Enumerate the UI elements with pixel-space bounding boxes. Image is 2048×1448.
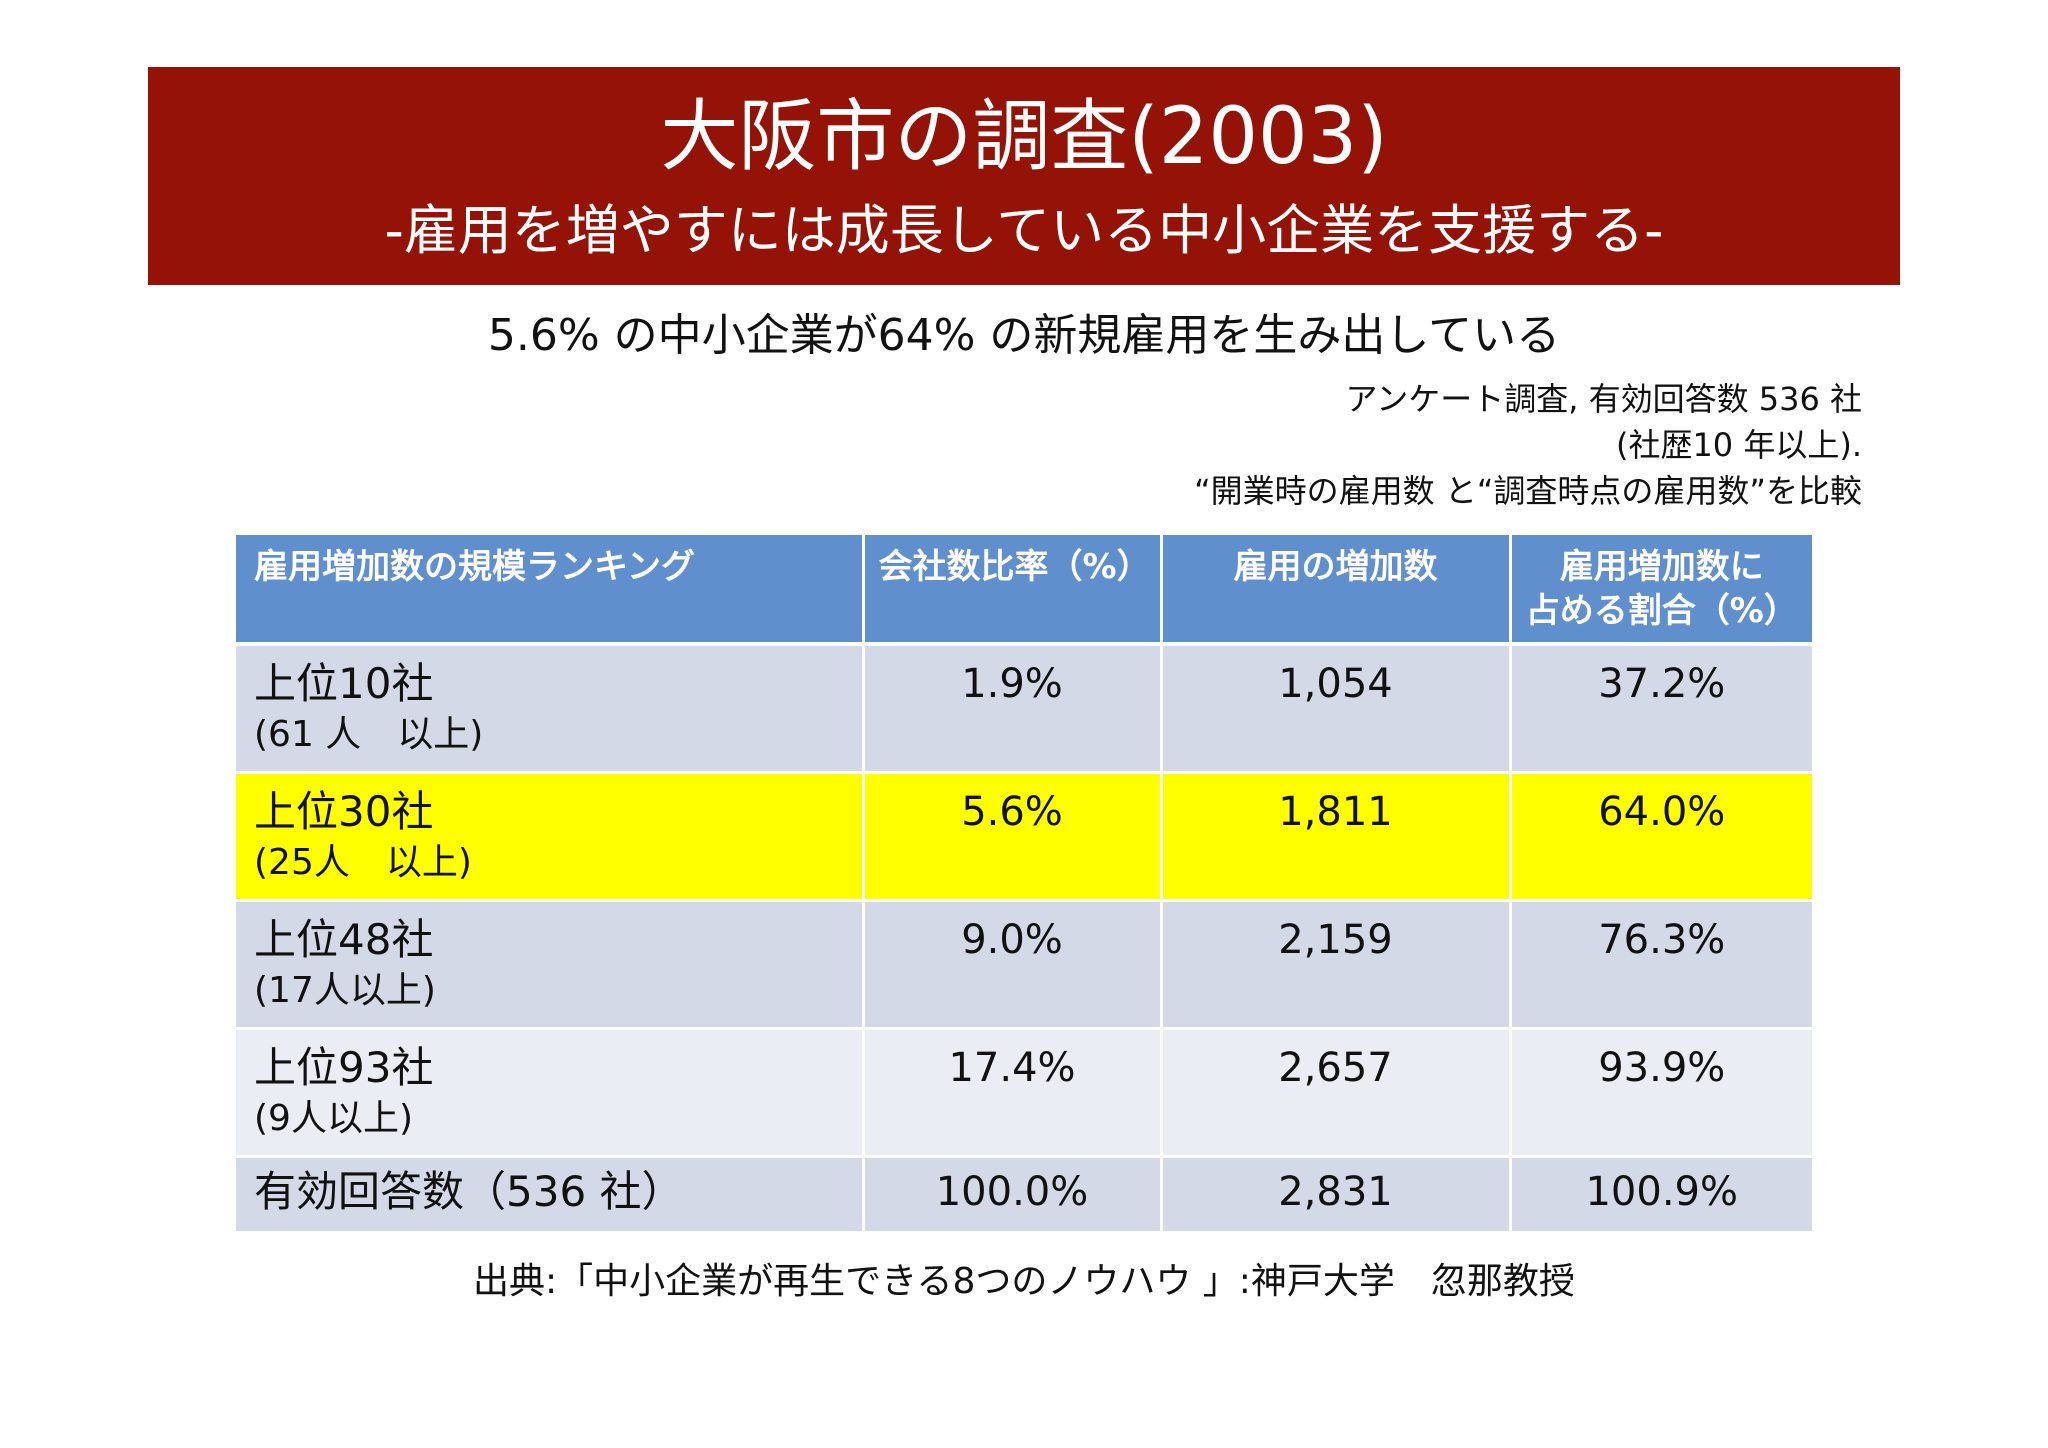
page-title: 大阪市の調査(2003) bbox=[660, 92, 1388, 182]
survey-note: アンケート調査, 有効回答数 536 社 (社歴10 年以上). “開業時の雇用… bbox=[1194, 376, 1862, 514]
header-ranking: 雇用増加数の規模ランキング bbox=[236, 535, 863, 646]
survey-note-line: “開業時の雇用数 と“調査時点の雇用数”を比較 bbox=[1194, 472, 1862, 510]
headline: 5.6% の中小企業が64% の新規雇用を生み出している bbox=[487, 310, 1561, 361]
table-row-total: 有効回答数（536 社） 100.0% 2,831 100.9% bbox=[236, 1154, 1812, 1231]
company-ratio-cell: 5.6% bbox=[861, 770, 1161, 900]
rank-threshold: (9人以上) bbox=[254, 1097, 413, 1139]
rank-cell: 上位30社 (25人 以上) bbox=[236, 770, 863, 900]
survey-note-line: (社歴10 年以上). bbox=[1615, 426, 1862, 464]
rank-threshold: (17人以上) bbox=[254, 969, 436, 1011]
employment-table: 雇用増加数の規模ランキング 会社数比率（%） 雇用の増加数 雇用増加数に 占める… bbox=[236, 535, 1812, 1231]
rank-label: 上位48社 bbox=[254, 914, 434, 964]
table-row: 上位10社 (61 人 以上) 1.9% 1,054 37.2% bbox=[236, 642, 1812, 772]
page-subtitle: -雇用を増やすには成長している中小企業を支援する- bbox=[384, 199, 1664, 262]
increase-share-cell: 76.3% bbox=[1508, 898, 1812, 1028]
company-ratio-cell: 17.4% bbox=[861, 1026, 1161, 1156]
title-banner: 大阪市の調査(2003) -雇用を増やすには成長している中小企業を支援する- bbox=[148, 67, 1900, 285]
rank-label: 上位93社 bbox=[254, 1042, 434, 1092]
employment-increase-cell: 2,159 bbox=[1159, 898, 1510, 1028]
survey-note-line: アンケート調査, 有効回答数 536 社 bbox=[1345, 380, 1863, 418]
employment-increase-cell: 2,657 bbox=[1159, 1026, 1510, 1156]
company-ratio-cell: 100.0% bbox=[861, 1154, 1161, 1231]
table-row: 上位93社 (9人以上) 17.4% 2,657 93.9% bbox=[236, 1026, 1812, 1156]
employment-increase-cell: 1,811 bbox=[1159, 770, 1510, 900]
increase-share-cell: 100.9% bbox=[1508, 1154, 1812, 1231]
rank-label: 上位10社 bbox=[254, 659, 434, 708]
rank-cell: 上位93社 (9人以上) bbox=[236, 1026, 863, 1156]
table-row: 上位48社 (17人以上) 9.0% 2,159 76.3% bbox=[236, 898, 1812, 1028]
header-increase-share-line1: 雇用増加数に bbox=[1559, 547, 1764, 587]
increase-share-cell: 64.0% bbox=[1508, 770, 1812, 900]
header-increase-share-line2: 占める割合（%） bbox=[1525, 591, 1798, 631]
rank-threshold: (61 人 以上) bbox=[254, 714, 484, 755]
company-ratio-cell: 1.9% bbox=[861, 642, 1161, 772]
employment-increase-cell: 1,054 bbox=[1159, 642, 1510, 772]
source-citation: 出典:「中小企業が再生できる8つのノウハウ 」:神戸大学 忽那教授 bbox=[473, 1261, 1575, 1302]
header-employment-increase: 雇用の増加数 bbox=[1159, 535, 1510, 646]
rank-cell: 有効回答数（536 社） bbox=[236, 1154, 863, 1231]
rank-cell: 上位48社 (17人以上) bbox=[236, 898, 863, 1028]
rank-threshold: (25人 以上) bbox=[254, 841, 472, 883]
rank-cell: 上位10社 (61 人 以上) bbox=[236, 642, 863, 772]
header-company-ratio: 会社数比率（%） bbox=[861, 535, 1161, 646]
header-increase-share: 雇用増加数に 占める割合（%） bbox=[1508, 535, 1812, 646]
table-header-row: 雇用増加数の規模ランキング 会社数比率（%） 雇用の増加数 雇用増加数に 占める… bbox=[236, 535, 1812, 646]
rank-label: 上位30社 bbox=[254, 786, 434, 836]
total-label: 有効回答数（536 社） bbox=[254, 1166, 684, 1216]
table-row-highlighted: 上位30社 (25人 以上) 5.6% 1,811 64.0% bbox=[236, 770, 1812, 900]
increase-share-cell: 37.2% bbox=[1508, 642, 1812, 772]
employment-increase-cell: 2,831 bbox=[1159, 1154, 1510, 1231]
company-ratio-cell: 9.0% bbox=[861, 898, 1161, 1028]
increase-share-cell: 93.9% bbox=[1508, 1026, 1812, 1156]
